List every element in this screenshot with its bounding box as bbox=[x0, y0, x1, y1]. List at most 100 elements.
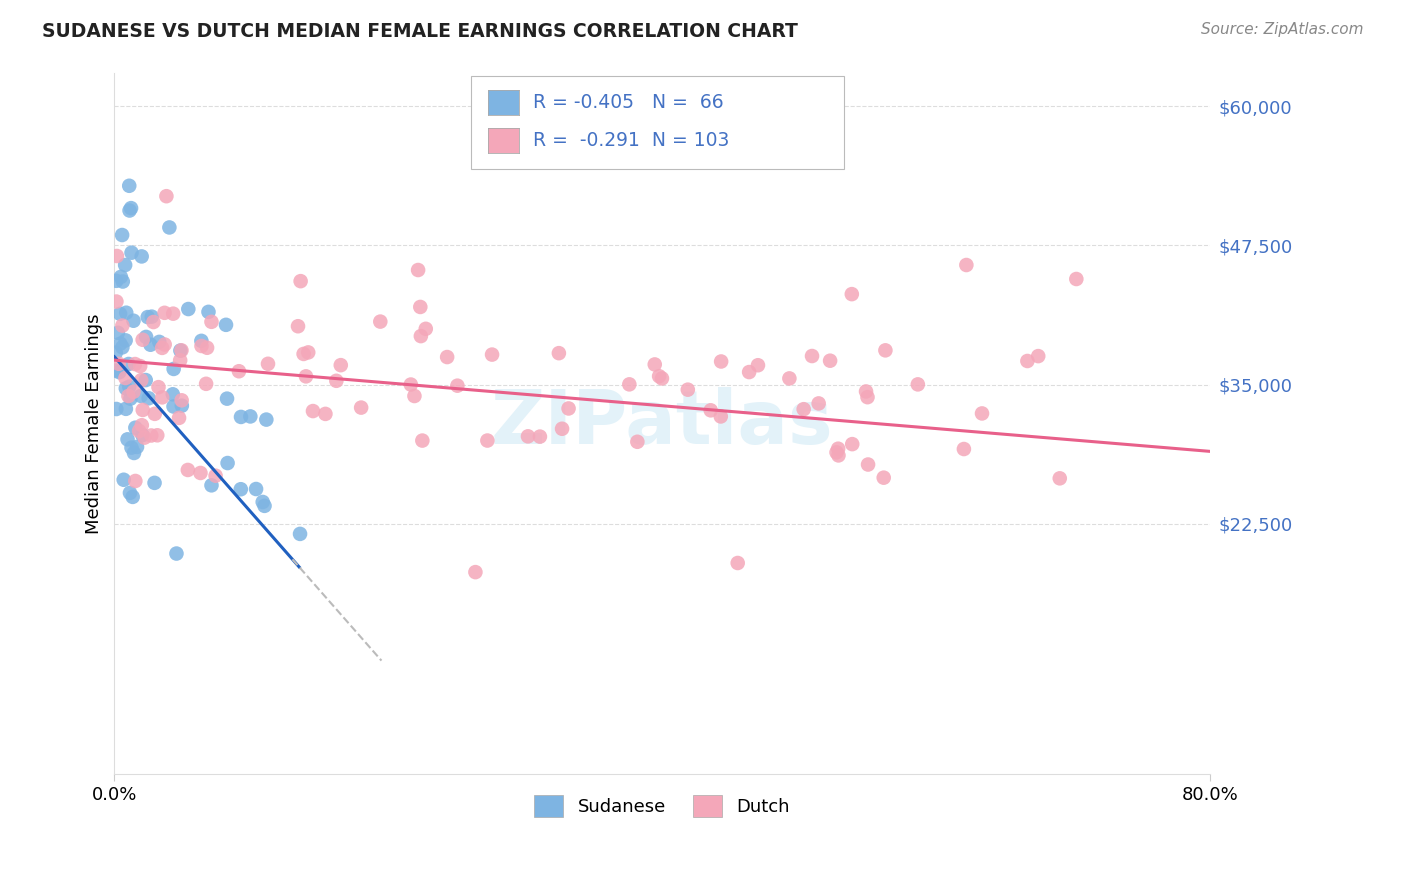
Point bbox=[619, 377, 641, 392]
Point bbox=[169, 343, 191, 358]
Point bbox=[141, 310, 163, 324]
Point bbox=[170, 393, 193, 408]
Point bbox=[153, 337, 176, 351]
Text: SUDANESE VS DUTCH MEDIAN FEMALE EARNINGS CORRELATION CHART: SUDANESE VS DUTCH MEDIAN FEMALE EARNINGS… bbox=[42, 22, 799, 41]
Point bbox=[399, 377, 422, 392]
Point bbox=[547, 346, 569, 360]
Point bbox=[124, 474, 146, 488]
Point bbox=[153, 306, 176, 320]
Point bbox=[134, 431, 156, 445]
Point bbox=[162, 307, 184, 321]
Text: Source: ZipAtlas.com: Source: ZipAtlas.com bbox=[1201, 22, 1364, 37]
Point bbox=[288, 527, 311, 541]
Point bbox=[314, 407, 336, 421]
Point bbox=[107, 357, 129, 371]
Point bbox=[229, 482, 252, 496]
Point bbox=[953, 442, 976, 456]
Point bbox=[129, 359, 152, 373]
Point bbox=[170, 343, 193, 358]
Point bbox=[105, 402, 128, 417]
Point bbox=[676, 383, 699, 397]
Point bbox=[117, 433, 139, 447]
Point bbox=[292, 347, 315, 361]
Point bbox=[167, 410, 190, 425]
Point bbox=[122, 384, 145, 399]
Point bbox=[368, 315, 391, 329]
Point bbox=[197, 305, 219, 319]
Point bbox=[529, 429, 551, 443]
Point bbox=[827, 449, 849, 463]
Point bbox=[1066, 272, 1088, 286]
Point bbox=[195, 376, 218, 391]
Point bbox=[128, 424, 150, 438]
Point bbox=[204, 468, 226, 483]
Point bbox=[148, 380, 170, 394]
Point bbox=[411, 434, 433, 448]
Point bbox=[115, 401, 138, 416]
Point bbox=[131, 428, 153, 442]
Point bbox=[131, 249, 153, 263]
Point bbox=[177, 463, 200, 477]
Point bbox=[517, 429, 540, 443]
Point bbox=[136, 310, 159, 324]
Point bbox=[105, 249, 128, 263]
Point bbox=[121, 245, 143, 260]
Point bbox=[118, 486, 141, 500]
Point bbox=[793, 402, 815, 417]
Point bbox=[215, 392, 238, 406]
Point bbox=[229, 409, 252, 424]
Point bbox=[727, 556, 749, 570]
Point bbox=[121, 441, 143, 455]
Point bbox=[710, 354, 733, 368]
Point bbox=[115, 306, 138, 320]
Point bbox=[195, 341, 218, 355]
Point bbox=[295, 369, 318, 384]
Text: R = -0.405   N =  66: R = -0.405 N = 66 bbox=[533, 93, 724, 112]
Point bbox=[111, 275, 134, 289]
Point bbox=[329, 358, 352, 372]
Point bbox=[228, 364, 250, 378]
Point bbox=[162, 387, 184, 401]
Point bbox=[801, 349, 824, 363]
Point bbox=[409, 300, 432, 314]
Point bbox=[124, 357, 146, 371]
Point bbox=[155, 189, 177, 203]
Point bbox=[114, 381, 136, 395]
Point bbox=[170, 399, 193, 413]
Point bbox=[111, 227, 134, 242]
Point bbox=[104, 345, 127, 359]
Point bbox=[827, 442, 849, 456]
Text: R =  -0.291  N = 103: R = -0.291 N = 103 bbox=[533, 130, 730, 150]
Point bbox=[855, 384, 877, 399]
Point bbox=[107, 326, 129, 340]
Point bbox=[699, 403, 721, 417]
Y-axis label: Median Female Earnings: Median Female Earnings bbox=[86, 313, 103, 533]
Point bbox=[651, 371, 673, 385]
Point bbox=[114, 258, 136, 272]
Point bbox=[121, 490, 143, 504]
Point bbox=[150, 341, 173, 355]
Point bbox=[477, 434, 499, 448]
Point bbox=[110, 269, 132, 284]
Point bbox=[245, 482, 267, 496]
Point bbox=[105, 294, 128, 309]
Point bbox=[841, 437, 863, 451]
Point bbox=[648, 369, 671, 384]
Point bbox=[120, 201, 142, 215]
Point bbox=[112, 473, 135, 487]
Point bbox=[409, 329, 432, 343]
Point bbox=[105, 274, 128, 288]
Point bbox=[406, 263, 429, 277]
Point bbox=[710, 409, 733, 424]
Point bbox=[350, 401, 373, 415]
Point bbox=[135, 330, 157, 344]
Point bbox=[404, 389, 426, 403]
Point bbox=[124, 420, 146, 434]
Point bbox=[557, 401, 579, 416]
Point bbox=[122, 446, 145, 460]
Point bbox=[875, 343, 897, 358]
Text: ZIPatlas: ZIPatlas bbox=[491, 387, 834, 460]
Point bbox=[955, 258, 977, 272]
Point bbox=[818, 353, 841, 368]
Point bbox=[446, 378, 468, 392]
